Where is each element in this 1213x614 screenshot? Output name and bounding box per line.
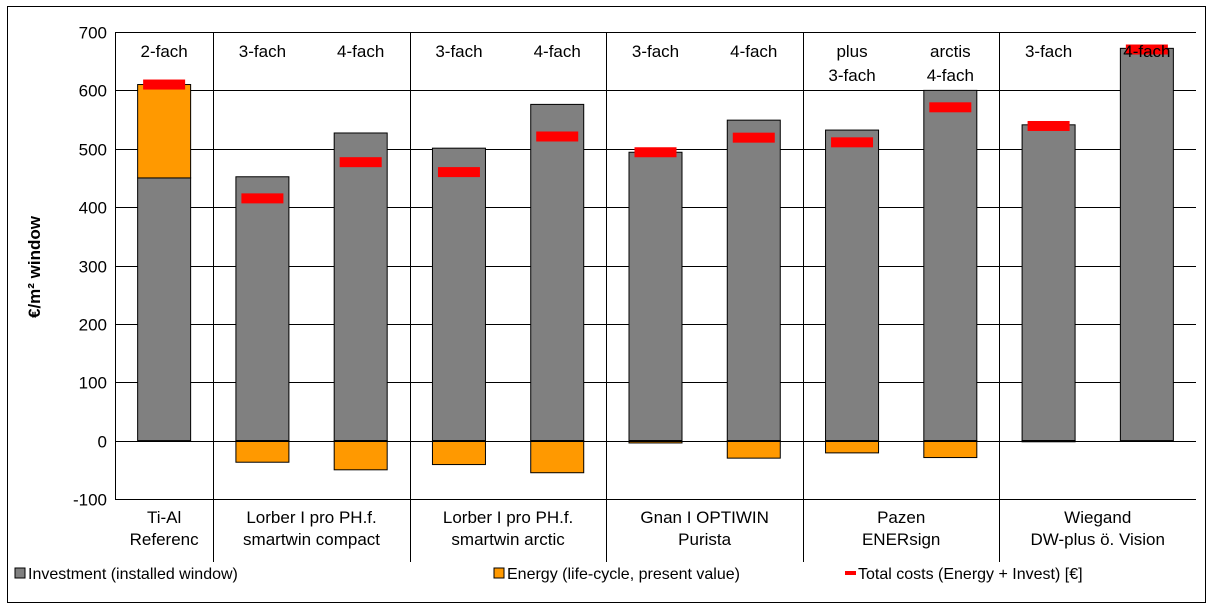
y-tick-label: 500	[79, 141, 107, 160]
y-tick-label: 400	[79, 199, 107, 218]
y-tick-label: 300	[79, 258, 107, 277]
energy-bar	[530, 440, 585, 474]
total-cost-marker	[143, 79, 186, 90]
total-cost-marker	[634, 147, 677, 158]
bars	[137, 44, 1174, 474]
investment-bar	[1021, 124, 1076, 442]
variant-label: 3-fach	[435, 42, 482, 61]
group-label: Lorber I pro PH.f.	[246, 508, 376, 527]
total-cost-marker	[732, 132, 775, 143]
y-tick-label: 700	[79, 24, 107, 43]
investment-bar	[825, 129, 880, 442]
group-separators	[213, 32, 1000, 562]
investment-bar	[431, 147, 486, 442]
total-cost-marker	[339, 157, 382, 168]
group-label: Referenc	[130, 530, 199, 549]
group-label: Wiegand	[1064, 508, 1131, 527]
total-cost-marker	[1027, 120, 1070, 131]
labels: -100 0 100 200 300 400 500 600 700 2-fach 3-fach 4-…	[73, 24, 1171, 550]
legend-swatch	[14, 567, 26, 579]
investment-bar	[628, 151, 683, 442]
legend-swatch	[845, 571, 856, 575]
total-cost-marker	[929, 102, 972, 113]
energy-bar	[137, 84, 192, 179]
y-tick-label: 600	[79, 82, 107, 101]
variant-label: 4-fach	[927, 66, 974, 85]
variant-label: 4-fach	[1123, 42, 1170, 61]
energy-bar	[431, 440, 486, 466]
investment-bar	[333, 132, 388, 442]
y-tick-label: -100	[73, 491, 107, 510]
group-label: smartwin compact	[243, 530, 380, 549]
group-label: Ti-Al	[147, 508, 181, 527]
energy-bar	[825, 440, 880, 454]
legend: Investment (installed window) Energy (lif…	[14, 566, 1083, 583]
group-label: Gnan I OPTIWIN	[640, 508, 768, 527]
total-cost-marker	[437, 167, 480, 178]
legend-label: Investment (installed window)	[28, 566, 238, 583]
variant-label: 3-fach	[1025, 42, 1072, 61]
y-axis-label: €/m² window	[25, 215, 44, 318]
investment-bar	[1119, 47, 1174, 442]
energy-bar	[726, 440, 781, 459]
y-tick-label: 200	[79, 316, 107, 335]
group-label: DW-plus ö. Vision	[1030, 530, 1164, 549]
group-label: smartwin arctic	[451, 530, 565, 549]
y-tick-label: 100	[79, 374, 107, 393]
group-label: Pazen	[877, 508, 925, 527]
total-cost-marker	[831, 137, 874, 148]
y-tick-label: 0	[98, 433, 107, 452]
investment-bar	[235, 176, 290, 442]
energy-bar	[235, 440, 290, 463]
variant-label: 3-fach	[632, 42, 679, 61]
axes	[115, 32, 1196, 499]
investment-bar	[137, 177, 192, 442]
group-label: Lorber I pro PH.f.	[443, 508, 573, 527]
total-cost-marker	[1125, 44, 1168, 55]
variant-label: plus	[836, 42, 867, 61]
total-cost-marker	[241, 193, 284, 204]
variant-label: 4-fach	[337, 42, 384, 61]
variant-label: 2-fach	[141, 42, 188, 61]
energy-bar	[923, 440, 978, 459]
group-label: Purista	[678, 530, 731, 549]
variant-label: 4-fach	[730, 42, 777, 61]
investment-bar	[530, 103, 585, 442]
total-cost-marker	[536, 131, 579, 142]
variant-label: 3-fach	[828, 66, 875, 85]
legend-label: Energy (life-cycle, present value)	[507, 566, 740, 583]
variant-label: 4-fach	[534, 42, 581, 61]
legend-label: Total costs (Energy + Invest) [€]	[858, 566, 1083, 583]
investment-bar	[726, 119, 781, 442]
energy-bar	[333, 440, 388, 471]
investment-bar	[923, 89, 978, 442]
group-label: ENERsign	[862, 530, 940, 549]
legend-swatch	[493, 567, 505, 579]
variant-label: arctis	[930, 42, 971, 61]
variant-label: 3-fach	[239, 42, 286, 61]
